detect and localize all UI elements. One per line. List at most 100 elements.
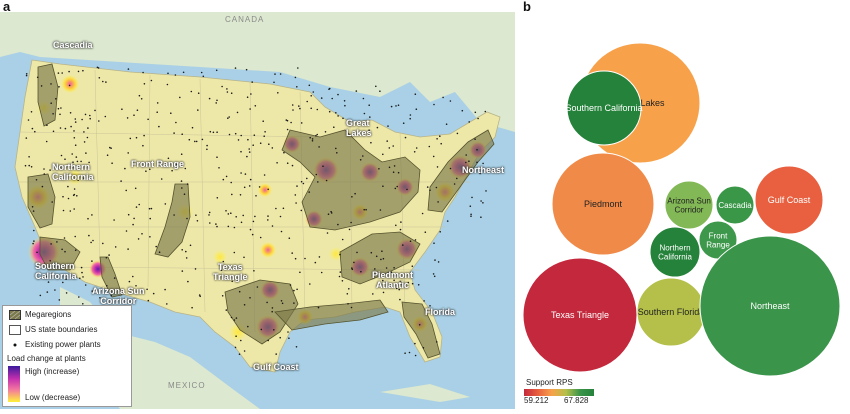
power-plant-dot xyxy=(104,115,107,118)
power-plant-dot xyxy=(209,130,212,133)
power-plant-dot xyxy=(195,140,198,143)
power-plant-dot xyxy=(346,293,349,295)
power-plant-dot xyxy=(148,207,151,210)
power-plant-dot xyxy=(417,284,420,286)
power-plant-dot xyxy=(57,107,60,110)
power-plant-dot xyxy=(74,249,77,251)
power-plant-dot xyxy=(253,134,256,136)
power-plant-dot xyxy=(152,292,155,295)
power-plant-dot xyxy=(429,305,431,307)
power-plant-dot xyxy=(271,307,274,309)
power-plant-dot xyxy=(27,119,30,121)
power-plant-dot xyxy=(80,160,82,163)
power-plant-dot xyxy=(318,146,320,148)
power-plant-dot xyxy=(291,164,294,167)
power-plant-dot xyxy=(158,125,160,128)
power-plant-dot xyxy=(409,114,412,116)
power-plant-dot xyxy=(286,128,289,131)
megaregion-swatch-icon xyxy=(9,310,21,320)
power-plant-dot xyxy=(136,109,139,111)
power-plant-dot xyxy=(400,221,402,223)
power-plant-dot xyxy=(214,277,217,279)
power-plant-dot xyxy=(24,164,27,167)
power-plant-dot xyxy=(34,130,36,133)
power-plant-dot xyxy=(182,71,185,74)
power-plant-dot xyxy=(351,268,354,271)
power-plant-dot xyxy=(135,285,137,287)
power-plant-dot xyxy=(173,214,175,216)
power-plant-dot xyxy=(393,267,395,269)
power-plant-dot xyxy=(149,236,151,238)
power-plant-dot xyxy=(76,195,78,197)
power-plant-dot xyxy=(91,290,93,292)
power-plant-dot xyxy=(40,85,43,87)
power-plant-dot xyxy=(58,86,60,88)
power-plant-dot xyxy=(166,303,168,305)
power-plant-dot xyxy=(335,147,337,150)
megaregion-polygons xyxy=(27,63,495,359)
power-plant-dots xyxy=(24,66,487,357)
power-plant-dot xyxy=(356,251,358,254)
power-plant-dot xyxy=(330,210,332,213)
power-plant-dot xyxy=(456,177,458,180)
power-plant-dot xyxy=(235,317,238,319)
power-plant-dot xyxy=(235,335,237,338)
power-plant-dot-icon xyxy=(13,343,17,347)
power-plant-dot xyxy=(484,110,487,113)
power-plant-dot xyxy=(181,133,183,135)
power-plant-dot xyxy=(225,175,228,178)
power-plant-dot xyxy=(221,295,224,297)
power-plant-dot xyxy=(202,75,205,78)
bubble-northern-california xyxy=(649,226,701,278)
bubble-label-gulf-coast: Gulf Coast xyxy=(768,195,811,205)
power-plant-dot xyxy=(299,271,301,274)
power-plant-dot xyxy=(127,68,130,70)
power-plant-dot xyxy=(281,302,284,305)
power-plant-dot xyxy=(390,271,393,274)
power-plant-dot xyxy=(110,294,112,297)
power-plant-dot xyxy=(317,181,319,183)
power-plant-dot xyxy=(49,260,51,262)
power-plant-dot xyxy=(436,166,439,168)
legend-load-title: Load change at plants xyxy=(7,354,86,363)
power-plant-dot xyxy=(67,197,70,200)
power-plant-dot xyxy=(251,81,253,83)
power-plant-dot xyxy=(330,212,333,214)
power-plant-dot xyxy=(200,71,203,74)
power-plant-dot xyxy=(436,341,438,343)
power-plant-dot xyxy=(350,221,352,224)
power-plant-dot xyxy=(25,73,28,75)
panel-label-b: b xyxy=(523,0,531,14)
power-plant-dot xyxy=(396,185,399,188)
power-plant-dot xyxy=(234,346,237,349)
power-plant-dot xyxy=(228,133,231,136)
power-plant-dot xyxy=(288,237,291,239)
power-plant-dot xyxy=(302,182,305,185)
power-plant-dot xyxy=(173,132,175,134)
power-plant-dot xyxy=(230,92,233,94)
power-plant-dot xyxy=(143,134,145,137)
power-plant-dot xyxy=(45,140,48,143)
power-plant-dot xyxy=(94,109,96,112)
power-plant-dot xyxy=(73,130,75,132)
power-plant-dot xyxy=(292,109,294,111)
power-plant-dot xyxy=(456,132,459,135)
power-plant-dot xyxy=(155,245,157,248)
power-plant-dot xyxy=(132,223,134,226)
power-plant-dot xyxy=(67,185,69,188)
power-plant-dot xyxy=(181,270,184,272)
rps-legend-max: 67.828 xyxy=(564,396,589,405)
power-plant-dot xyxy=(175,121,177,124)
power-plant-dot xyxy=(70,125,72,128)
power-plant-dot xyxy=(49,169,51,171)
power-plant-dot xyxy=(225,309,228,311)
power-plant-dot xyxy=(105,81,107,83)
power-plant-dot xyxy=(126,117,129,119)
power-plant-dot xyxy=(446,220,449,222)
power-plant-dot xyxy=(240,134,242,137)
power-plant-dot xyxy=(174,74,177,76)
bubble-label-front-range: Front Range xyxy=(706,232,730,250)
power-plant-dot xyxy=(133,114,135,116)
power-plant-dot xyxy=(393,165,396,167)
power-plant-dot xyxy=(465,154,468,156)
